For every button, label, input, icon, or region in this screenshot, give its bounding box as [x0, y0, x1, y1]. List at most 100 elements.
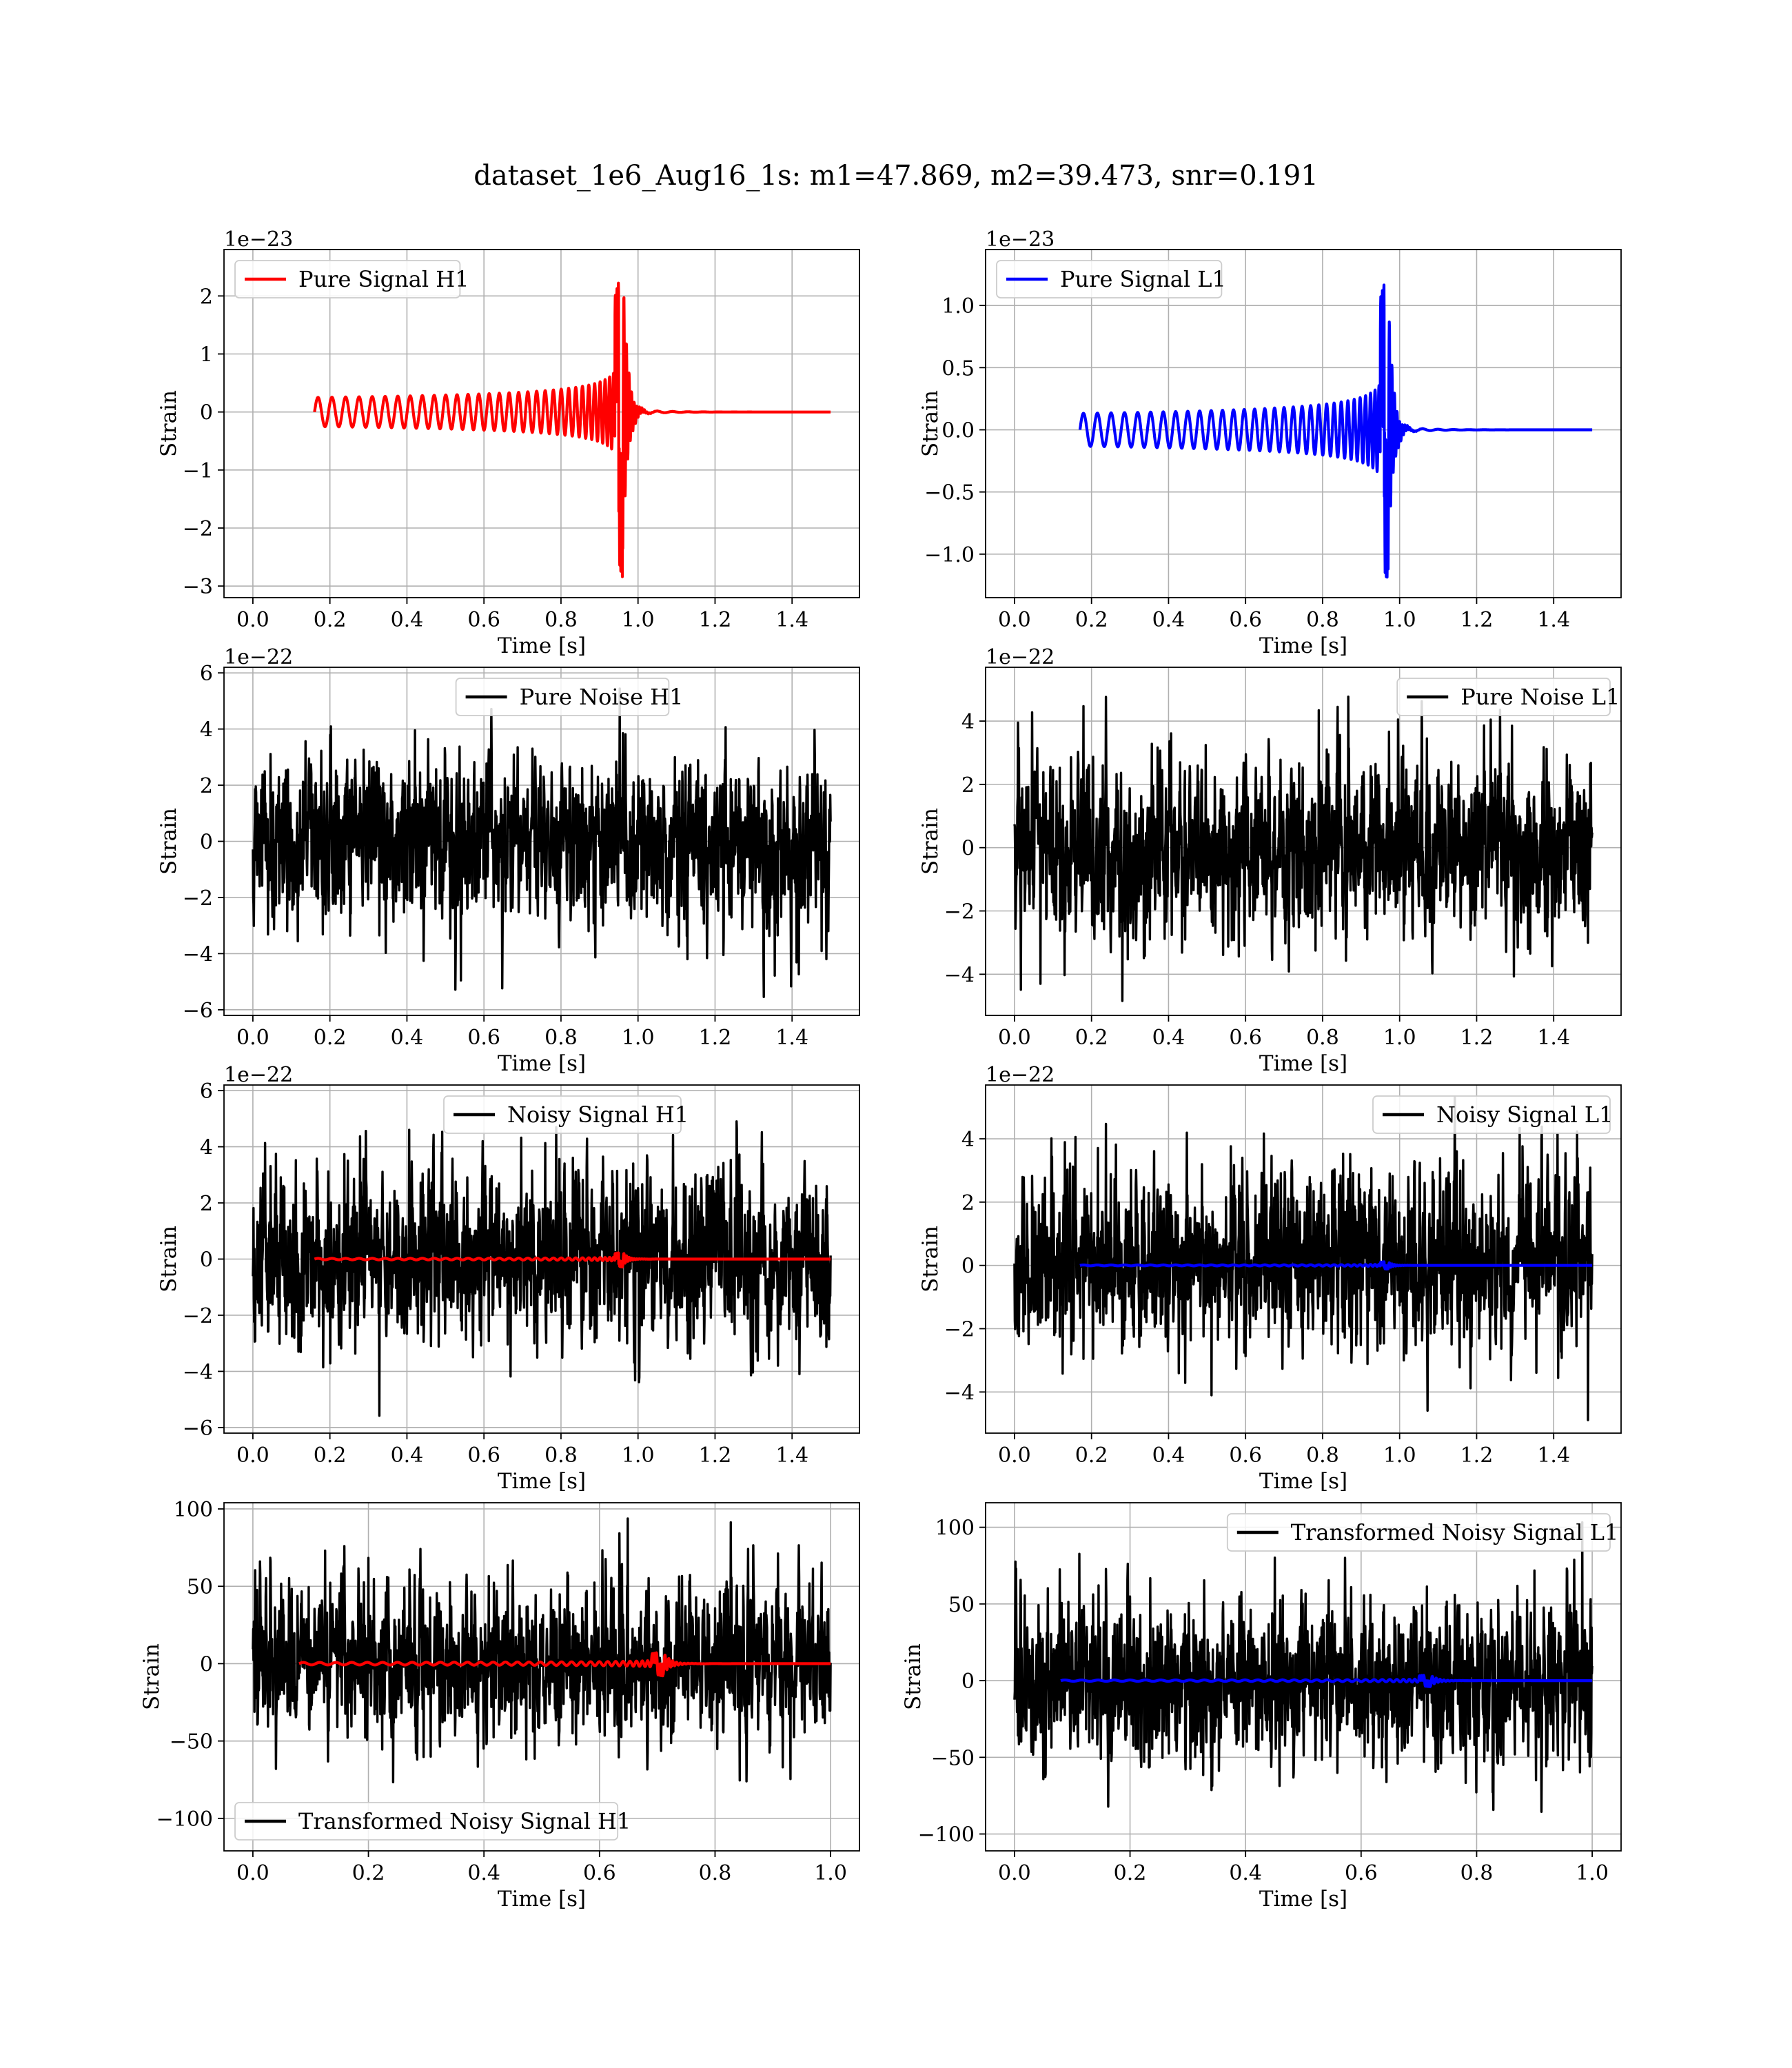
- legend: Pure Signal L1: [996, 260, 1226, 298]
- legend: Pure Noise H1: [455, 678, 683, 716]
- y-tick-label: 2: [200, 1192, 213, 1216]
- x-tick-label: 1.2: [1460, 608, 1494, 632]
- series-line-overlay-1: [1059, 1674, 1594, 1688]
- series-line-pure-noise-l1: [1013, 696, 1594, 1002]
- subplot-noisy-signal-h1: 0.0 0.2 0.4 0.6 0.8 1.0 1.2 1.4 −6 −4 −2 0 2 4 6 Time […: [156, 1063, 860, 1494]
- legend-label: Transformed Noisy Signal H1: [298, 1808, 631, 1834]
- x-tick-label: 0.6: [1229, 608, 1262, 632]
- x-tick-label: 1.2: [699, 1026, 732, 1050]
- legend: Transformed Noisy Signal H1: [234, 1802, 631, 1841]
- y-tick-label: −2: [183, 1304, 213, 1328]
- axes-frame: [985, 1502, 1622, 1852]
- legend-frame: [443, 1095, 682, 1134]
- x-tick-label: 0.8: [1306, 1026, 1339, 1050]
- x-tick-label: 1.0: [1383, 1026, 1416, 1050]
- y-tick-label: 2: [961, 1191, 975, 1215]
- y-tick-label: −100: [918, 1823, 975, 1847]
- y-tick-label: 0: [961, 1670, 975, 1694]
- legend-frame: [234, 1802, 619, 1841]
- y-axis-label: Strain: [901, 1643, 926, 1710]
- plot-area: [313, 281, 832, 578]
- y-tick-label: 2: [200, 285, 213, 309]
- legend: Transformed Noisy Signal L1: [1226, 1513, 1618, 1552]
- x-axis-label: Time [s]: [498, 1469, 586, 1494]
- legend-frame: [1396, 678, 1611, 716]
- legend-label: Noisy Signal L1: [1436, 1102, 1613, 1128]
- x-tick-label: 0.6: [1345, 1861, 1378, 1885]
- x-tick-label: 0.8: [544, 1026, 578, 1050]
- subplot-pure-noise-l1: 0.0 0.2 0.4 0.6 0.8 1.0 1.2 1.4 −4 −2 0 2 4 Time [s] S…: [918, 645, 1622, 1076]
- series-line-overlay-1: [1079, 1260, 1594, 1270]
- y-tick-label: 1: [200, 343, 213, 367]
- series-line-overlay-1: [298, 1651, 832, 1678]
- series-line-overlay-1: [313, 1251, 832, 1269]
- x-tick-label: 1.4: [1537, 1026, 1570, 1050]
- x-tick-label: 0.6: [1229, 1026, 1262, 1050]
- legend-label: Noisy Signal H1: [507, 1102, 689, 1128]
- x-axis-label: Time [s]: [1259, 1887, 1347, 1912]
- x-tick-label: 1.0: [622, 1026, 655, 1050]
- legend-label: Pure Signal H1: [298, 266, 469, 292]
- x-tick-label: 0.0: [998, 1443, 1031, 1468]
- axis-offset-label: 1e−22: [986, 1063, 1055, 1087]
- x-axis-label: Time [s]: [498, 633, 586, 658]
- series-line-pure-signal-h1: [313, 281, 832, 578]
- x-tick-label: 1.0: [814, 1861, 847, 1885]
- x-tick-label: 0.8: [699, 1861, 732, 1885]
- legend-label: Pure Signal L1: [1060, 266, 1226, 292]
- x-tick-label: 0.4: [391, 608, 424, 632]
- legend-frame: [455, 678, 670, 716]
- legend-frame: [1226, 1513, 1611, 1552]
- series-line-noisy-signal-h1: [252, 1120, 832, 1417]
- y-tick-label: 4: [961, 710, 975, 734]
- x-tick-label: 0.4: [1152, 1026, 1185, 1050]
- y-tick-label: 4: [961, 1128, 975, 1152]
- x-tick-label: 1.4: [1537, 1443, 1570, 1468]
- y-tick-label: 0.0: [941, 419, 975, 443]
- y-tick-label: −4: [183, 942, 213, 966]
- y-tick-label: −6: [183, 1417, 213, 1441]
- y-axis-label: Strain: [156, 390, 181, 457]
- y-tick-label: −50: [170, 1730, 213, 1754]
- subplot-noisy-signal-l1: 0.0 0.2 0.4 0.6 0.8 1.0 1.2 1.4 −4 −2 0 2 4 Time [s] S…: [918, 1063, 1622, 1494]
- x-tick-label: 0.2: [314, 1026, 347, 1050]
- y-tick-label: −1: [183, 459, 213, 483]
- plot-area: [1013, 1521, 1594, 1813]
- x-tick-label: 0.4: [1152, 1443, 1185, 1468]
- x-tick-label: 0.4: [391, 1443, 424, 1468]
- legend-frame: [996, 260, 1223, 298]
- y-tick-label: 0: [200, 831, 213, 855]
- x-tick-label: 0.8: [1306, 608, 1339, 632]
- x-tick-label: 0.2: [1075, 1443, 1108, 1468]
- x-tick-label: 1.4: [775, 608, 808, 632]
- plot-area: [252, 1517, 832, 1784]
- legend: Noisy Signal H1: [443, 1095, 689, 1134]
- plot-area: [1078, 283, 1594, 579]
- x-tick-label: 0.4: [1229, 1861, 1262, 1885]
- y-tick-label: 0.5: [941, 356, 975, 381]
- legend-label: Pure Noise L1: [1460, 684, 1620, 710]
- y-tick-label: 4: [200, 718, 213, 742]
- y-tick-label: 6: [200, 1079, 213, 1104]
- x-tick-label: 0.2: [1114, 1861, 1147, 1885]
- x-tick-label: 0.4: [1152, 608, 1185, 632]
- y-tick-label: −4: [944, 963, 975, 987]
- y-tick-label: −100: [156, 1807, 213, 1832]
- y-tick-label: 100: [174, 1498, 213, 1522]
- legend: Pure Noise L1: [1396, 678, 1620, 716]
- plot-area: [252, 1120, 832, 1417]
- y-tick-label: 0: [200, 401, 213, 425]
- subplot-pure-noise-h1: 0.0 0.2 0.4 0.6 0.8 1.0 1.2 1.4 −6 −4 −2 0 2 4 6 Time […: [156, 645, 860, 1076]
- x-tick-label: 0.0: [236, 608, 269, 632]
- axis-offset-label: 1e−22: [224, 645, 293, 669]
- x-tick-label: 0.6: [467, 608, 500, 632]
- y-tick-label: −50: [931, 1746, 975, 1770]
- axes-frame: [985, 249, 1622, 598]
- y-tick-label: −1.0: [924, 543, 975, 567]
- axis-offset-label: 1e−22: [224, 1063, 293, 1087]
- y-tick-label: 1.0: [941, 294, 975, 318]
- y-tick-label: 2: [961, 773, 975, 798]
- y-tick-label: 0: [961, 1255, 975, 1279]
- x-tick-label: 0.8: [544, 608, 578, 632]
